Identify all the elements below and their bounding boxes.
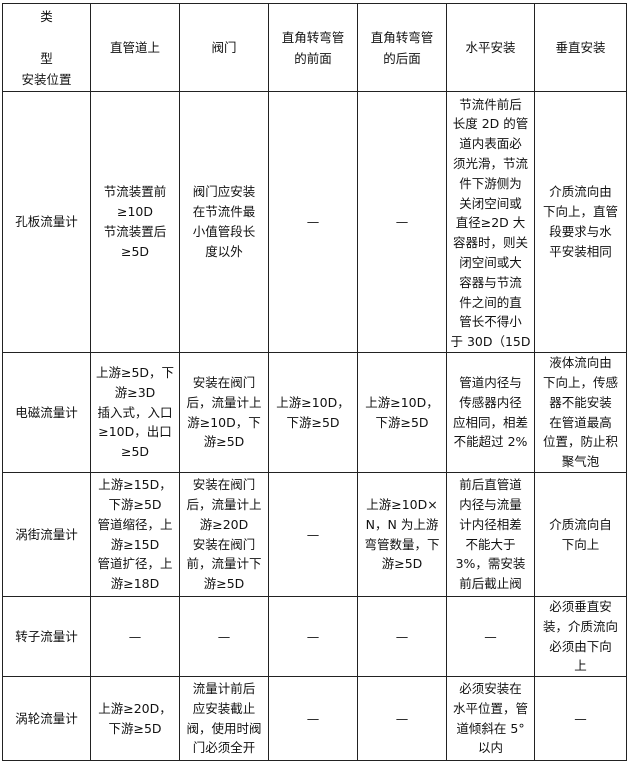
- table-cell: 流量计前后 应安装截止 阀，使用时阀 门必须全开: [179, 676, 269, 762]
- table-cell: —: [446, 595, 535, 678]
- table-cell: —: [268, 595, 358, 678]
- table-cell: 安装在阀门 后，流量计上 游≥20D 安装在阀门 前，流量计下 游≥5D: [179, 472, 269, 597]
- table-cell: —: [268, 472, 358, 597]
- table-cell: —: [179, 595, 269, 678]
- table-cell: 安装在阀门 后，流量计上 游≥10D，下 游≥5D: [179, 352, 269, 473]
- table-row: 转子流量计 — — — — — 必须垂直安 装，介质流向 必须由下向 上: [2, 595, 627, 678]
- header-type-location: 类 型 安装位置: [2, 3, 91, 92]
- table-cell: 上游≥20D， 下游≥5D: [90, 676, 180, 762]
- table-cell: 阀门应安装 在节流件最 小值管段长 度以外: [179, 91, 269, 353]
- table-cell: 介质流向由 下向上，直管 段要求与水 平安装相同: [534, 91, 627, 353]
- row-label: 孔板流量计: [2, 91, 91, 353]
- table-cell: —: [268, 676, 358, 762]
- table-cell: —: [357, 595, 447, 678]
- table-cell: 上游≥15D， 下游≥5D 管道缩径，上 游≥15D 管道扩径，上 游≥18D: [90, 472, 180, 597]
- table-cell: —: [357, 676, 447, 762]
- table-row: 涡街流量计 上游≥15D， 下游≥5D 管道缩径，上 游≥15D 管道扩径，上 …: [2, 472, 627, 597]
- table-cell: —: [534, 676, 627, 762]
- table-cell: 节流装置前 ≥10D 节流装置后 ≥5D: [90, 91, 180, 353]
- table-cell: —: [90, 595, 180, 678]
- table-cell: 节流件前后 长度 2D 的管 道内表面必 须光滑，节流 件下游侧为 关闭空间或 …: [446, 91, 535, 353]
- table-cell: —: [357, 91, 447, 353]
- row-label: 转子流量计: [2, 595, 91, 678]
- table-cell: —: [268, 91, 358, 353]
- flowmeter-installation-table: 类 型 安装位置 直管道上 阀门 直角转弯管 的前面 直角转弯管 的后面 水平安…: [2, 3, 627, 762]
- header-straight-pipe: 直管道上: [90, 3, 180, 92]
- header-horizontal: 水平安装: [446, 3, 535, 92]
- table-row: 电磁流量计 上游≥5D，下 游≥3D 插入式，入口 ≥10D，出口 ≥5D 安装…: [2, 352, 627, 473]
- row-label: 涡街流量计: [2, 472, 91, 597]
- table-cell: 前后直管道 内径与流量 计内径相差 不能大于 3%，需安装 前后截止阀: [446, 472, 535, 597]
- row-label: 涡轮流量计: [2, 676, 91, 762]
- table-cell: 管道内径与 传感器内径 应相同，相差 不能超过 2%: [446, 352, 535, 473]
- table-cell: 液体流向由 下向上，传感 器不能安装 在管道最高 位置，防止积 聚气泡: [534, 352, 627, 473]
- table-row: 孔板流量计 节流装置前 ≥10D 节流装置后 ≥5D 阀门应安装 在节流件最 小…: [2, 91, 627, 353]
- header-after-elbow: 直角转弯管 的后面: [357, 3, 447, 92]
- table-cell: 上游≥10D， 下游≥5D: [357, 352, 447, 473]
- table-cell: 必须垂直安 装，介质流向 必须由下向 上: [534, 595, 627, 678]
- header-vertical: 垂直安装: [534, 3, 627, 92]
- header-before-elbow: 直角转弯管 的前面: [268, 3, 358, 92]
- table-cell: 上游≥5D，下 游≥3D 插入式，入口 ≥10D，出口 ≥5D: [90, 352, 180, 473]
- header-row: 类 型 安装位置 直管道上 阀门 直角转弯管 的前面 直角转弯管 的后面 水平安…: [2, 3, 627, 92]
- table-cell: 上游≥10D， 下游≥5D: [268, 352, 358, 473]
- table-cell: 介质流向自 下向上: [534, 472, 627, 597]
- table-row: 涡轮流量计 上游≥20D， 下游≥5D 流量计前后 应安装截止 阀，使用时阀 门…: [2, 676, 627, 762]
- table-cell: 必须安装在 水平位置，管 道倾斜在 5° 以内: [446, 676, 535, 762]
- header-valve: 阀门: [179, 3, 269, 92]
- row-label: 电磁流量计: [2, 352, 91, 473]
- table-cell: 上游≥10D× N，N 为上游 弯管数量，下 游≥5D: [357, 472, 447, 597]
